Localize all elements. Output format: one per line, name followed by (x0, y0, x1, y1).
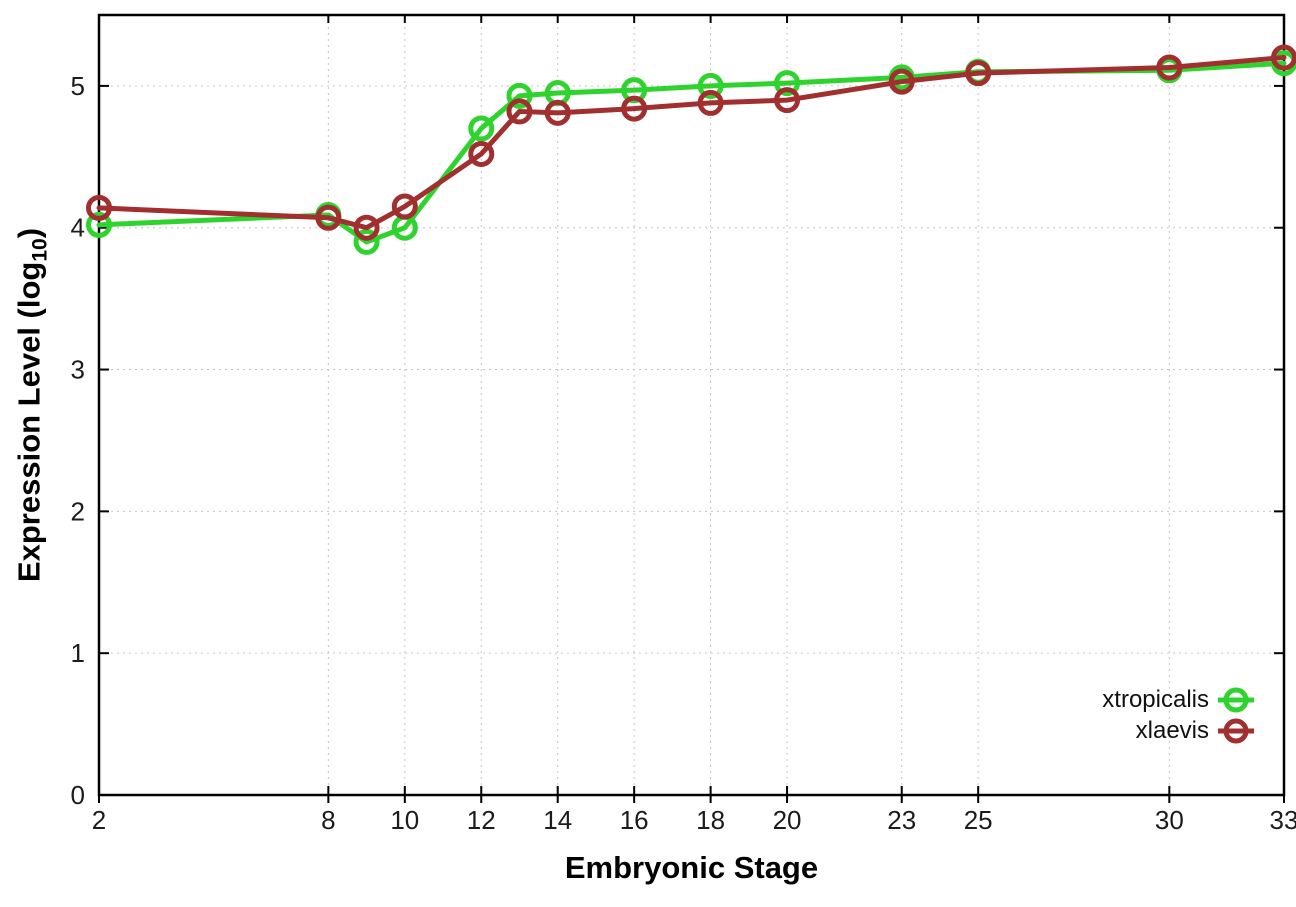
series-xlaevis-point (86, 194, 112, 221)
series-xlaevis-point (468, 140, 495, 167)
x-tick-label: 33 (1270, 805, 1296, 835)
series-xtropicalis-point (353, 228, 380, 255)
series-xtropicalis-point (86, 211, 112, 238)
series-xtropicalis-point (621, 77, 648, 104)
x-tick-label: 25 (964, 805, 993, 835)
x-tick-label: 20 (773, 805, 802, 835)
series-xlaevis-point (965, 60, 992, 87)
x-tick-label: 14 (543, 805, 572, 835)
x-tick-label: 10 (390, 805, 419, 835)
series-xlaevis-point (506, 98, 533, 125)
y-axis-label-text: Expression Level (log (11, 261, 47, 583)
y-tick-label: 1 (71, 638, 85, 668)
y-axis-label: Expression Level (log10) (11, 228, 52, 582)
series-xlaevis-point (315, 204, 342, 231)
legend-label-xlaevis: xlaevis (1135, 717, 1209, 744)
y-axis-label-subscript: 10 (28, 238, 52, 262)
series-xlaevis-point (544, 99, 571, 126)
y-tick-label: 5 (71, 71, 85, 101)
series-xtropicalis-point (774, 70, 801, 97)
x-tick-label: 16 (620, 805, 649, 835)
legend: xtropicalis xlaevis (1102, 684, 1254, 746)
series-xlaevis-point (391, 193, 418, 220)
x-tick-label: 30 (1155, 805, 1184, 835)
y-tick-label: 0 (71, 780, 85, 810)
series-xtropicalis-point (506, 82, 533, 109)
series-xlaevis-line (96, 55, 1287, 231)
series-xlaevis-point (888, 68, 915, 95)
legend-marker-icon (1218, 718, 1254, 743)
legend-entry-xlaevis: xlaevis (1102, 715, 1254, 746)
x-tick-label: 18 (696, 805, 725, 835)
y-axis-label-suffix: ) (11, 227, 47, 239)
series-xlaevis-point (621, 95, 648, 122)
series-xlaevis-point (353, 214, 380, 241)
y-tick-label: 2 (71, 496, 85, 526)
series-xlaevis-point (1271, 44, 1296, 71)
series-xlaevis-point (774, 87, 801, 114)
x-tick-label: 2 (92, 805, 106, 835)
series-xlaevis-point (697, 89, 724, 116)
plot-frame (97, 13, 1286, 797)
series-xlaevis-point (1156, 54, 1183, 81)
y-tick-label: 3 (71, 355, 85, 385)
x-tick-label: 8 (321, 805, 335, 835)
x-tick-label: 12 (467, 805, 496, 835)
legend-marker-icon (1218, 687, 1254, 712)
legend-entry-xtropicalis: xtropicalis (1102, 684, 1254, 715)
series-xtropicalis-point (697, 72, 724, 99)
x-tick-label: 23 (887, 805, 916, 835)
legend-label-xtropicalis: xtropicalis (1102, 686, 1209, 713)
series-xtropicalis-point (468, 115, 495, 142)
y-tick-label: 4 (71, 213, 85, 243)
x-axis-label: Embryonic Stage (564, 850, 819, 885)
